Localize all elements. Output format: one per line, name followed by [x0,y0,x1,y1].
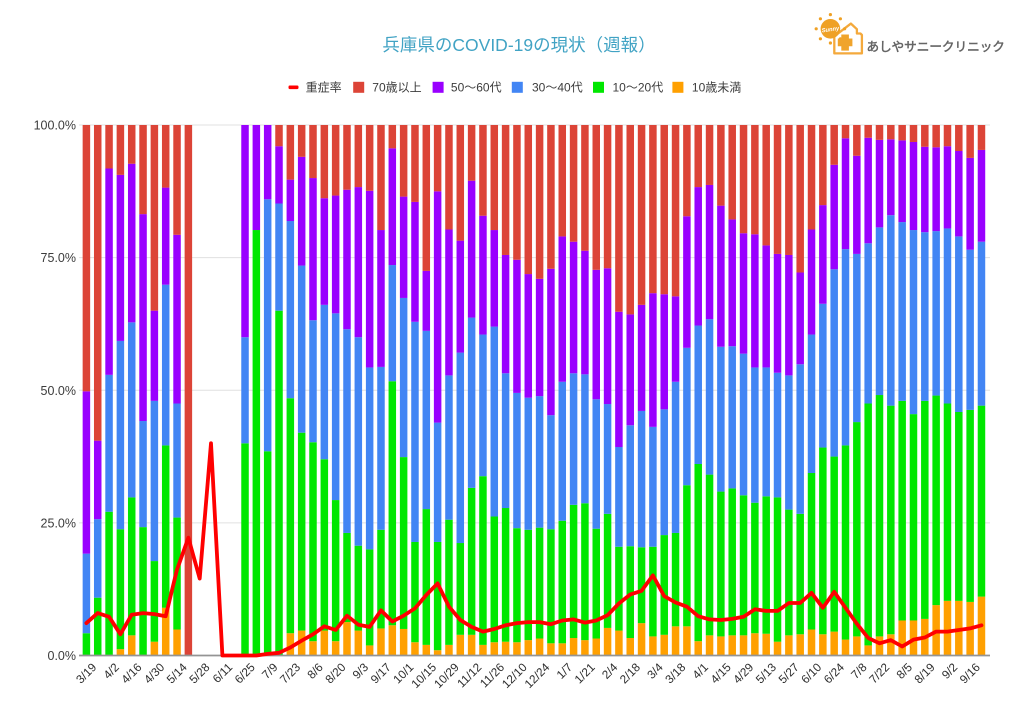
svg-text:25.0%: 25.0% [41,516,76,530]
svg-text:100.0%: 100.0% [34,119,76,133]
svg-text:75.0%: 75.0% [41,251,76,265]
svg-text:70歳以上: 70歳以上 [372,81,421,95]
svg-text:兵庫県のCOVID-19の現状（週報）: 兵庫県のCOVID-19の現状（週報） [382,35,655,55]
svg-text:10〜20代: 10〜20代 [613,81,664,95]
svg-text:0.0%: 0.0% [48,649,77,663]
svg-text:あしやサニークリニック: あしやサニークリニック [867,40,1005,54]
svg-text:Sunny: Sunny [821,26,840,35]
svg-text:50〜60代: 50〜60代 [451,81,502,95]
svg-text:重症率: 重症率 [306,80,342,95]
svg-text:30〜40代: 30〜40代 [532,81,583,95]
svg-text:50.0%: 50.0% [41,384,76,398]
svg-text:10歳未満: 10歳未満 [692,81,741,95]
